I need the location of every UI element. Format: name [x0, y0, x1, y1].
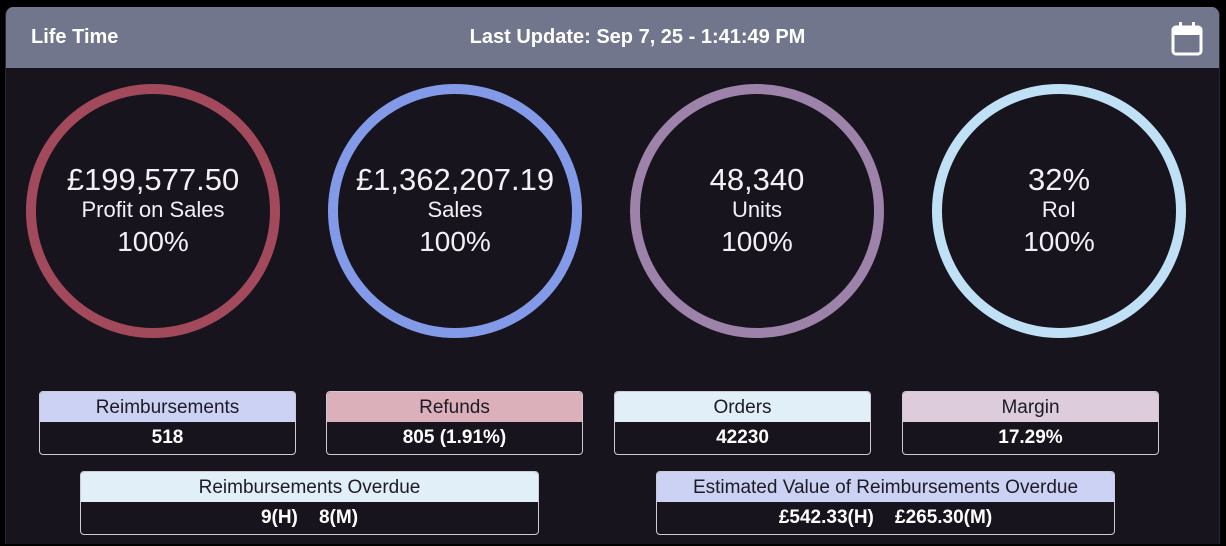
reimbursements-overdue-label: Reimbursements Overdue [81, 472, 538, 502]
units-percent: 100% [721, 226, 793, 257]
refunds-label: Refunds [327, 392, 582, 422]
panel-header: Life Time Last Update: Sep 7, 25 - 1:41:… [6, 7, 1219, 68]
last-update-text: Last Update: Sep 7, 25 - 1:41:49 PM [469, 26, 806, 48]
refunds-card: Refunds 805 (1.91%) [326, 391, 583, 455]
roi-ring: 32% RoI 100% [931, 83, 1187, 339]
roi-value: 32% [1027, 162, 1091, 197]
reimbursements-label: Reimbursements [40, 392, 295, 422]
calendar-icon[interactable] [1170, 21, 1204, 57]
estimated-value-label: Estimated Value of Reimbursements Overdu… [657, 472, 1114, 502]
profit-percent: 100% [117, 226, 189, 257]
profit-label: Profit on Sales [81, 197, 225, 222]
margin-label: Margin [903, 392, 1158, 422]
sales-value: £1,362,207.19 [355, 162, 555, 197]
units-value: 48,340 [709, 162, 805, 197]
sales-percent: 100% [419, 226, 491, 257]
refunds-value: 805 (1.91%) [402, 427, 507, 448]
roi-percent: 100% [1023, 226, 1095, 257]
units-label: Units [731, 197, 783, 222]
lifetime-panel: Life Time Last Update: Sep 7, 25 - 1:41:… [5, 7, 1220, 544]
roi-label: RoI [1041, 197, 1077, 222]
ring-progress-arc [932, 84, 1186, 338]
ring-progress-arc [328, 84, 582, 338]
panel-title: Life Time [31, 26, 119, 48]
reimbursements-card: Reimbursements 518 [39, 391, 296, 455]
estimated-value-value: £542.33(H) £265.30(M) [778, 507, 993, 528]
reimbursements-overdue-card: Reimbursements Overdue 9(H) 8(M) [80, 471, 539, 535]
reimbursements-value: 518 [151, 427, 184, 448]
ring-progress-arc [26, 84, 280, 338]
sales-label: Sales [427, 197, 483, 222]
sales-ring: £1,362,207.19 Sales 100% [327, 83, 583, 339]
orders-card: Orders 42230 [614, 391, 871, 455]
orders-value: 42230 [716, 427, 769, 448]
profit-value: £199,577.50 [66, 162, 240, 197]
margin-value: 17.29% [998, 427, 1063, 448]
profit-ring: £199,577.50 Profit on Sales 100% [25, 83, 281, 339]
orders-label: Orders [615, 392, 870, 422]
ring-progress-arc [630, 84, 884, 338]
margin-card: Margin 17.29% [902, 391, 1159, 455]
units-ring: 48,340 Units 100% [629, 83, 885, 339]
reimbursements-overdue-value: 9(H) 8(M) [260, 507, 359, 528]
estimated-value-card: Estimated Value of Reimbursements Overdu… [656, 471, 1115, 535]
